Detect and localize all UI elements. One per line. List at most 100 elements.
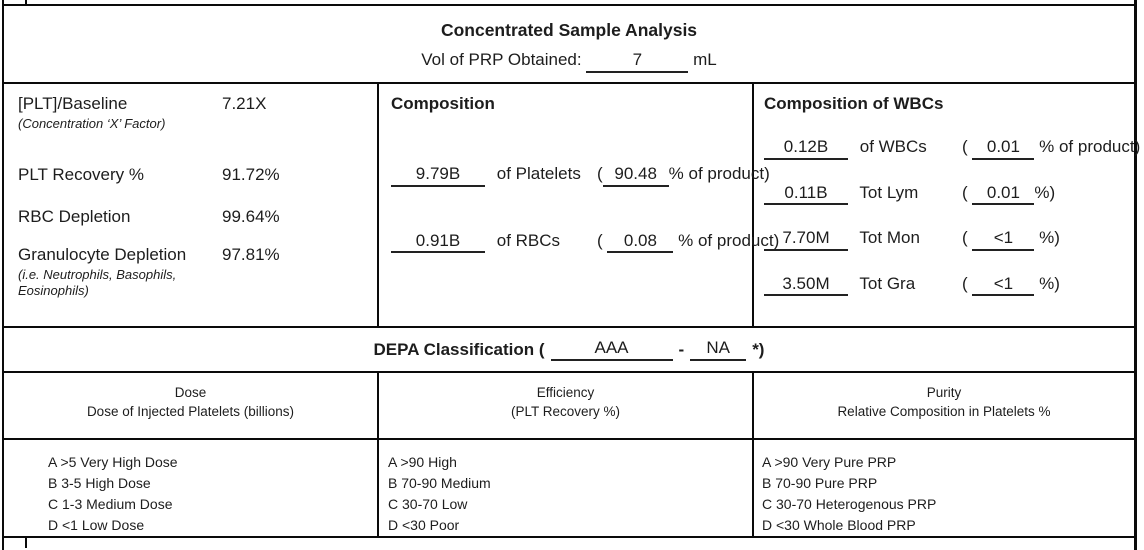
section-title: Concentrated Sample Analysis xyxy=(440,20,698,40)
list-item: B 70-90 Pure PRP xyxy=(762,475,878,491)
metric-value: 97.81% xyxy=(222,244,280,264)
metric-label-wrap: RBC Depletion xyxy=(18,207,222,227)
wbc-percent-field: 0.01 xyxy=(972,137,1035,160)
open-paren: ( xyxy=(962,273,968,293)
list-item: C 30-70 Heterogenous PRP xyxy=(762,496,937,512)
wbc-row-granulocytes: 3.50M Tot Gra ( <1 %) xyxy=(764,274,1134,297)
gra-percent: ( <1 %) xyxy=(962,274,1060,297)
metric-note: (Concentration ‘X’ Factor) xyxy=(18,116,166,131)
metric-label-wrap: Granulocyte Depletion (i.e. Neutrophils,… xyxy=(18,245,222,300)
list-item: B 70-90 Medium xyxy=(388,475,491,491)
percent-suffix: %) xyxy=(1034,182,1056,202)
list-item: D <30 Poor xyxy=(388,517,460,533)
metric-row-granulocyte-depletion: Granulocyte Depletion (i.e. Neutrophils,… xyxy=(18,245,367,300)
header-section: Concentrated Sample Analysis Vol of PRP … xyxy=(4,6,1134,84)
metric-label: Granulocyte Depletion xyxy=(18,244,187,264)
open-paren: ( xyxy=(962,182,968,202)
efficiency-scale-list: A >90 High B 70-90 Medium C 30-70 Low D … xyxy=(379,440,752,536)
mon-percent: ( <1 %) xyxy=(962,228,1060,251)
composition-title: Composition xyxy=(391,94,495,113)
efficiency-title: Efficiency xyxy=(536,385,595,400)
open-paren: ( xyxy=(962,228,968,248)
composition-row-platelets: 9.79B of Platelets (90.48% of product) xyxy=(391,164,770,187)
metric-value: 99.64% xyxy=(222,206,280,226)
percent-suffix: % of product) xyxy=(678,230,780,250)
percent-suffix: %) xyxy=(1039,273,1060,293)
efficiency-subtitle: (PLT Recovery %) xyxy=(510,403,621,419)
lym-percent-field: 0.01 xyxy=(972,183,1035,206)
gra-percent-field: <1 xyxy=(972,274,1035,297)
bottom-grid-line xyxy=(4,538,1134,548)
metric-label: PLT Recovery % xyxy=(18,164,144,184)
purity-scale-cell: A >90 Very Pure PRP B 70-90 Pure PRP C 3… xyxy=(752,440,1134,536)
list-item: C 1-3 Medium Dose xyxy=(48,496,173,512)
platelets-amount-field: 9.79B xyxy=(391,164,485,187)
wbc-column: Composition of WBCs 0.12B of WBCs ( 0.01… xyxy=(752,84,1140,326)
wbc-percent: ( 0.01 % of product) xyxy=(962,137,1140,160)
open-paren: ( xyxy=(597,164,603,183)
platelets-label: of Platelets xyxy=(496,164,581,183)
open-paren: ( xyxy=(597,230,603,250)
metric-row-rbc-depletion: RBC Depletion 99.64% xyxy=(18,207,367,227)
rbcs-percent: ( 0.08 % of product) xyxy=(597,231,779,254)
purity-scale-list: A >90 Very Pure PRP B 70-90 Pure PRP C 3… xyxy=(754,440,1134,536)
list-item: D <1 Low Dose xyxy=(48,517,145,533)
composition-column: Composition 9.79B of Platelets (90.48% o… xyxy=(377,84,779,326)
percent-suffix: %) xyxy=(1039,228,1060,248)
metric-row-plt-baseline: [PLT]/Baseline (Concentration ‘X’ Factor… xyxy=(18,94,367,133)
depa-separator: - xyxy=(678,339,685,359)
depa-suffix: *) xyxy=(752,339,765,359)
list-item: C 30-70 Low xyxy=(388,496,468,512)
gra-label: Tot Gra xyxy=(859,273,916,293)
metrics-column: [PLT]/Baseline (Concentration ‘X’ Factor… xyxy=(4,84,377,326)
depa-label: DEPA Classification ( xyxy=(373,339,545,359)
lym-label: Tot Lym xyxy=(859,182,919,202)
purity-subtitle: Relative Composition in Platelets % xyxy=(837,403,1051,419)
metric-label-wrap: [PLT]/Baseline (Concentration ‘X’ Factor… xyxy=(18,94,222,133)
wbc-label: of WBCs xyxy=(859,137,927,156)
vol-value-field: 7 xyxy=(586,50,689,73)
efficiency-header-cell: Efficiency (PLT Recovery %) xyxy=(377,373,752,438)
percent-suffix: % of product) xyxy=(1039,137,1141,156)
open-paren: ( xyxy=(962,137,968,156)
metric-label: [PLT]/Baseline xyxy=(18,94,128,113)
top-grid-line xyxy=(4,0,1134,6)
dose-title: Dose xyxy=(174,385,207,400)
wbc-row-lymphocytes: 0.11B Tot Lym ( 0.01%) xyxy=(764,183,1134,206)
purity-header: Purity Relative Composition in Platelets… xyxy=(754,373,1134,422)
dose-scale-list: A >5 Very High Dose B 3-5 High Dose C 1-… xyxy=(4,440,377,536)
rbcs-label: of RBCs xyxy=(496,230,561,250)
vol-label: Vol of PRP Obtained: xyxy=(421,50,582,69)
rbcs-percent-field: 0.08 xyxy=(607,231,674,254)
purity-title: Purity xyxy=(926,385,962,400)
analysis-section: [PLT]/Baseline (Concentration ‘X’ Factor… xyxy=(4,84,1140,328)
dose-scale-cell: A >5 Very High Dose B 3-5 High Dose C 1-… xyxy=(4,440,377,536)
efficiency-scale-cell: A >90 High B 70-90 Medium C 30-70 Low D … xyxy=(377,440,752,536)
mon-percent-field: <1 xyxy=(972,228,1035,251)
lym-amount-field: 0.11B xyxy=(764,183,848,206)
gra-amount-field: 3.50M xyxy=(764,274,848,297)
top-cell-divider xyxy=(25,0,27,4)
dose-subtitle: Dose of Injected Platelets (billions) xyxy=(86,403,295,419)
dose-header-cell: Dose Dose of Injected Platelets (billion… xyxy=(4,373,377,438)
depa-classification-row: DEPA Classification ( AAA - NA *) xyxy=(4,328,1134,373)
purity-header-cell: Purity Relative Composition in Platelets… xyxy=(752,373,1134,438)
mon-label: Tot Mon xyxy=(859,228,920,248)
classification-header-row: Dose Dose of Injected Platelets (billion… xyxy=(4,373,1134,440)
list-item: A >90 High xyxy=(388,454,457,470)
list-item: A >90 Very Pure PRP xyxy=(762,454,897,470)
wbc-row-monocytes: 7.70M Tot Mon ( <1 %) xyxy=(764,228,1134,251)
mon-amount-field: 7.70M xyxy=(764,228,848,251)
list-item: B 3-5 High Dose xyxy=(48,475,151,491)
metric-row-plt-recovery: PLT Recovery % 91.72% xyxy=(18,165,367,185)
bottom-cell-divider xyxy=(25,538,27,548)
wbc-amount-field: 0.12B xyxy=(764,137,848,160)
metric-value: 7.21X xyxy=(222,94,267,113)
wbc-row-total: 0.12B of WBCs ( 0.01 % of product) xyxy=(764,137,1140,160)
composition-row-rbcs: 0.91B of RBCs ( 0.08 % of product) xyxy=(391,230,779,254)
platelets-percent: (90.48% of product) xyxy=(597,164,770,187)
classification-body-row: A >5 Very High Dose B 3-5 High Dose C 1-… xyxy=(4,440,1134,538)
depa-code-field: AAA xyxy=(550,338,673,361)
depa-purity-field: NA xyxy=(690,338,747,361)
